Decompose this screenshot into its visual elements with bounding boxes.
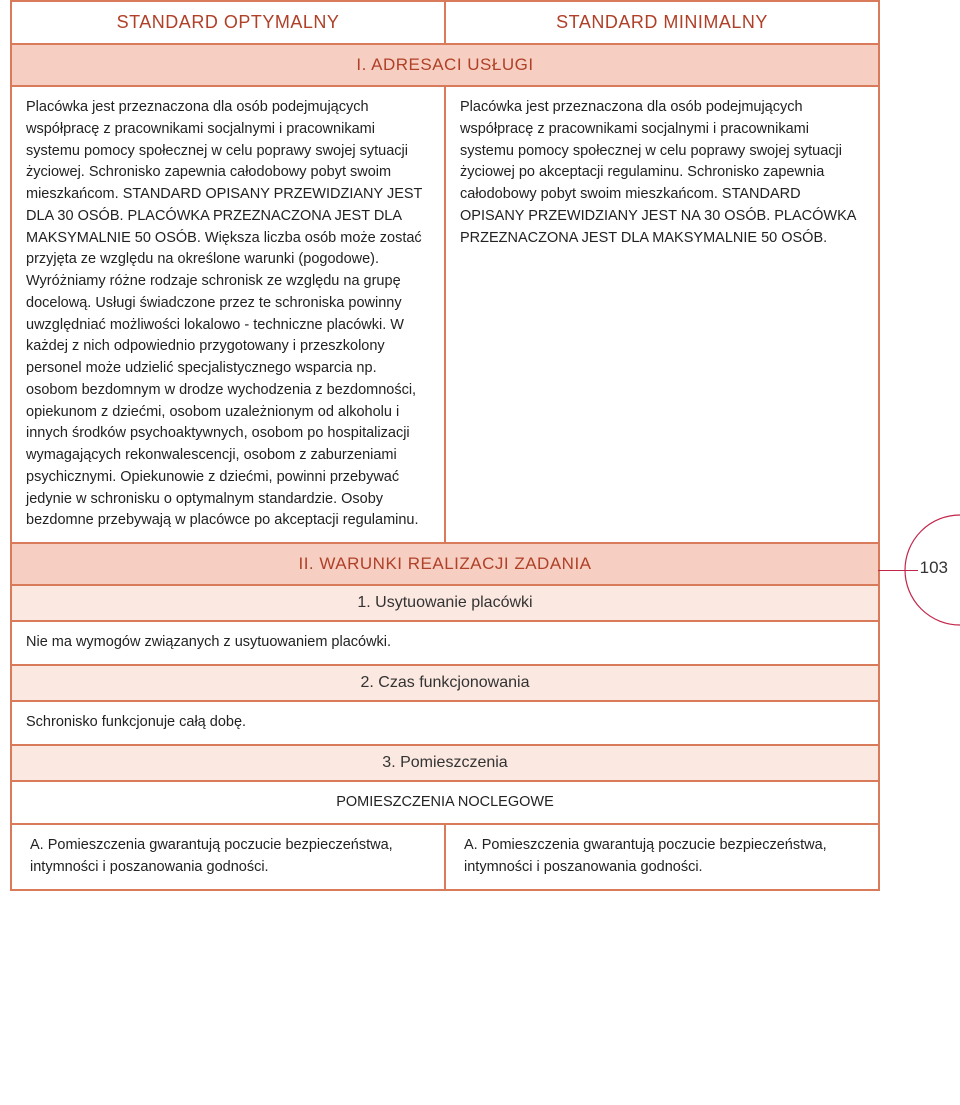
section1-left-body: Placówka jest przeznaczona dla osób pode… [11, 86, 445, 543]
sub3-body-row: A. Pomieszczenia gwarantują poczucie bez… [11, 824, 879, 890]
sub3-right-body: A. Pomieszczenia gwarantują poczucie bez… [445, 824, 879, 890]
standards-table: STANDARD OPTYMALNY STANDARD MINIMALNY I.… [10, 0, 880, 891]
section1-header-row: I. ADRESACI USŁUGI [11, 44, 879, 86]
header-left: STANDARD OPTYMALNY [11, 1, 445, 44]
sub1-title: 1. Usytuowanie placówki [11, 585, 879, 621]
sub2-header-row: 2. Czas funkcjonowania [11, 665, 879, 701]
sub1-body-row: Nie ma wymogów związanych z usytuowaniem… [11, 621, 879, 665]
section1-title: I. ADRESACI USŁUGI [11, 44, 879, 86]
sub1-body: Nie ma wymogów związanych z usytuowaniem… [11, 621, 879, 665]
page-number-line [878, 570, 918, 571]
sub3-subheader-row: POMIESZCZENIA NOCLEGOWE [11, 781, 879, 825]
section1-right-body: Placówka jest przeznaczona dla osób pode… [445, 86, 879, 543]
sub2-title: 2. Czas funkcjonowania [11, 665, 879, 701]
section2-header-row: II. WARUNKI REALIZACJI ZADANIA [11, 543, 879, 585]
sub2-body-row: Schronisko funkcjonuje całą dobę. [11, 701, 879, 745]
header-row: STANDARD OPTYMALNY STANDARD MINIMALNY [11, 1, 879, 44]
page-number: 103 [920, 558, 948, 578]
section1-body-row: Placówka jest przeznaczona dla osób pode… [11, 86, 879, 543]
sub2-body: Schronisko funkcjonuje całą dobę. [11, 701, 879, 745]
header-right: STANDARD MINIMALNY [445, 1, 879, 44]
page-number-badge: 103 [890, 510, 960, 630]
sub3-subheader: POMIESZCZENIA NOCLEGOWE [11, 781, 879, 825]
sub3-title: 3. Pomieszczenia [11, 745, 879, 781]
header-left-title: STANDARD OPTYMALNY [26, 12, 430, 33]
sub3-left-body: A. Pomieszczenia gwarantują poczucie bez… [11, 824, 445, 890]
section2-title: II. WARUNKI REALIZACJI ZADANIA [11, 543, 879, 585]
header-right-title: STANDARD MINIMALNY [460, 12, 864, 33]
sub1-header-row: 1. Usytuowanie placówki [11, 585, 879, 621]
sub3-header-row: 3. Pomieszczenia [11, 745, 879, 781]
